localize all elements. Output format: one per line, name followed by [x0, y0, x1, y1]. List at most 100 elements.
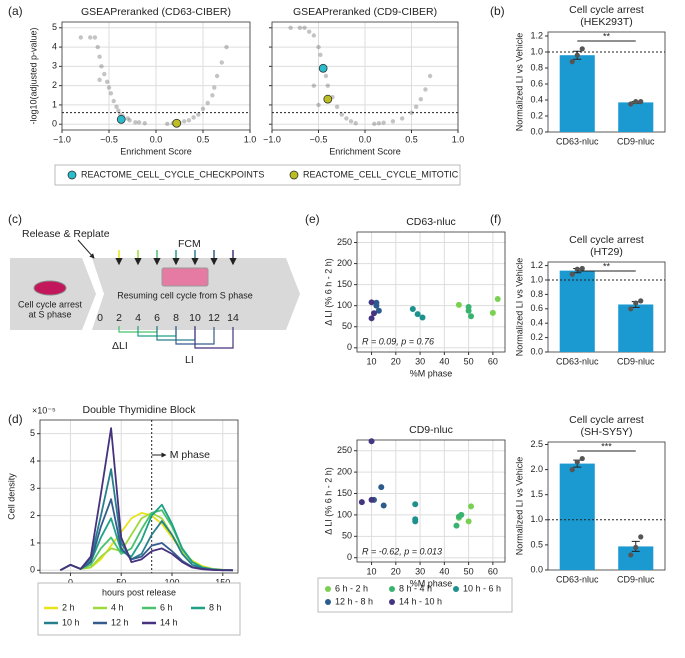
x-tick-label: 0.0	[150, 134, 163, 144]
legend-marker	[389, 599, 395, 605]
y-tick-label: 0.2	[530, 332, 543, 342]
gene-set-point	[99, 64, 104, 69]
gene-set-point	[114, 104, 119, 110]
legend-marker	[389, 586, 395, 592]
hour-label: 6	[154, 312, 160, 324]
scatter-point	[375, 307, 382, 314]
x-tick-label: 0	[68, 577, 73, 587]
replicate-point	[633, 99, 639, 105]
pathway-point	[116, 115, 126, 124]
y-tick-label: 1	[30, 537, 35, 547]
panel-label: (d)	[8, 412, 23, 426]
scatter-point	[455, 513, 462, 520]
y-tick-label: 150	[337, 279, 352, 289]
chart-title: CD9-nluc	[409, 424, 453, 436]
plot-frame	[547, 261, 666, 353]
plot-frame	[547, 441, 666, 571]
legend-box	[37, 582, 241, 636]
delta-label: ΔLI	[112, 340, 128, 352]
y-tick-label: 1	[52, 99, 57, 109]
panel-label: (f)	[490, 212, 501, 226]
gene-set-point	[88, 35, 93, 40]
x-tick-label: CD9-nluc	[617, 356, 655, 366]
y-tick-label: 2.5	[530, 439, 543, 449]
y-axis-label: Normalized LI vs Vehicle	[514, 258, 524, 357]
chart-title: Cell cycle arrest	[569, 234, 644, 246]
y-tick-label: 250	[337, 237, 352, 247]
replicate-point	[574, 459, 580, 465]
x-tick-label: 10	[367, 356, 377, 366]
y-tick-label: 1.5	[530, 489, 543, 499]
scatter-point	[468, 313, 475, 320]
resume-label: Resuming cell cycle from S phase	[117, 290, 253, 300]
legend-marker	[67, 170, 77, 180]
gene-set-point	[307, 29, 312, 34]
y-tick-label: 200	[337, 466, 352, 476]
gene-set-point	[423, 87, 428, 92]
x-axis-label: %M phase	[410, 368, 453, 378]
x-tick-label: −1.0	[53, 134, 71, 144]
scatter-point	[412, 501, 419, 508]
scatter-point	[368, 315, 375, 322]
li-bracket	[194, 326, 234, 349]
arrow-shape	[92, 258, 300, 330]
arrest-label: Cell cycle arrest	[18, 299, 83, 309]
legend-label: 8 h - 4 h	[399, 583, 432, 593]
gene-set-point	[97, 77, 102, 83]
y-tick-label: 0	[347, 552, 352, 562]
y-tick-label: 0.6	[530, 78, 543, 88]
y-tick-label: 0.2	[530, 110, 543, 120]
gene-set-point	[196, 112, 201, 117]
y-tick-label: 2	[52, 80, 57, 90]
y-tick-label: 0.0	[530, 346, 543, 356]
bar	[618, 102, 654, 132]
y-tick-label: 0.8	[530, 289, 543, 299]
scatter-point	[465, 518, 472, 525]
replicate-point	[628, 101, 634, 107]
y-tick-label: 100	[337, 509, 352, 519]
y-tick-label: 5	[30, 428, 35, 438]
annotation: R = 0.09, p = 0.76	[362, 336, 434, 346]
gene-set-point	[413, 104, 419, 110]
x-tick-label: CD63-nluc	[556, 136, 599, 146]
scatter-point	[370, 310, 377, 317]
chart-title: CD63-nluc	[406, 216, 456, 228]
x-tick-label: 100	[164, 577, 179, 587]
significance-label: **	[603, 31, 611, 41]
x-axis-label: Enrichment Score	[120, 146, 192, 156]
panel-label: (b)	[490, 4, 505, 18]
gene-set-point	[418, 96, 423, 102]
legend-label: 2 h	[62, 602, 75, 612]
x-tick-label: 60	[488, 566, 498, 576]
y-tick-label: 0.5	[530, 539, 543, 549]
bar	[559, 270, 595, 352]
gene-set-point	[214, 73, 220, 79]
marker-label: M phase	[170, 449, 210, 461]
x-tick-label: 50	[464, 566, 474, 576]
x-tick-label: 20	[391, 566, 401, 576]
gene-set-point	[182, 119, 187, 124]
gene-set-point	[210, 93, 215, 98]
gene-set-point	[219, 60, 224, 65]
gene-set-point	[78, 35, 84, 40]
replicate-point	[628, 306, 634, 312]
y-tick-label: 0.4	[530, 94, 543, 104]
panel-label: (c)	[8, 212, 22, 226]
bar	[618, 304, 654, 352]
y-tick-label: 1.0	[530, 514, 543, 524]
x-tick-label: 40	[439, 566, 449, 576]
x-tick-label: −0.5	[100, 134, 118, 144]
gene-set-point	[348, 119, 354, 124]
hour-label: 0	[97, 312, 103, 324]
chart-title: Cell cycle arrest	[569, 4, 644, 16]
legend-label: REACTOME_CELL_CYCLE_CHECKPOINTS	[81, 169, 264, 179]
gene-set-point	[127, 118, 132, 123]
chart-title: Double Thymidine Block	[82, 404, 196, 416]
y-tick-label: 150	[337, 488, 352, 498]
y-tick-label: 200	[337, 258, 352, 268]
legend-box	[54, 164, 461, 186]
gene-set-point	[92, 35, 98, 40]
x-tick-label: −0.5	[310, 134, 328, 144]
panel-label: (a)	[8, 4, 23, 18]
